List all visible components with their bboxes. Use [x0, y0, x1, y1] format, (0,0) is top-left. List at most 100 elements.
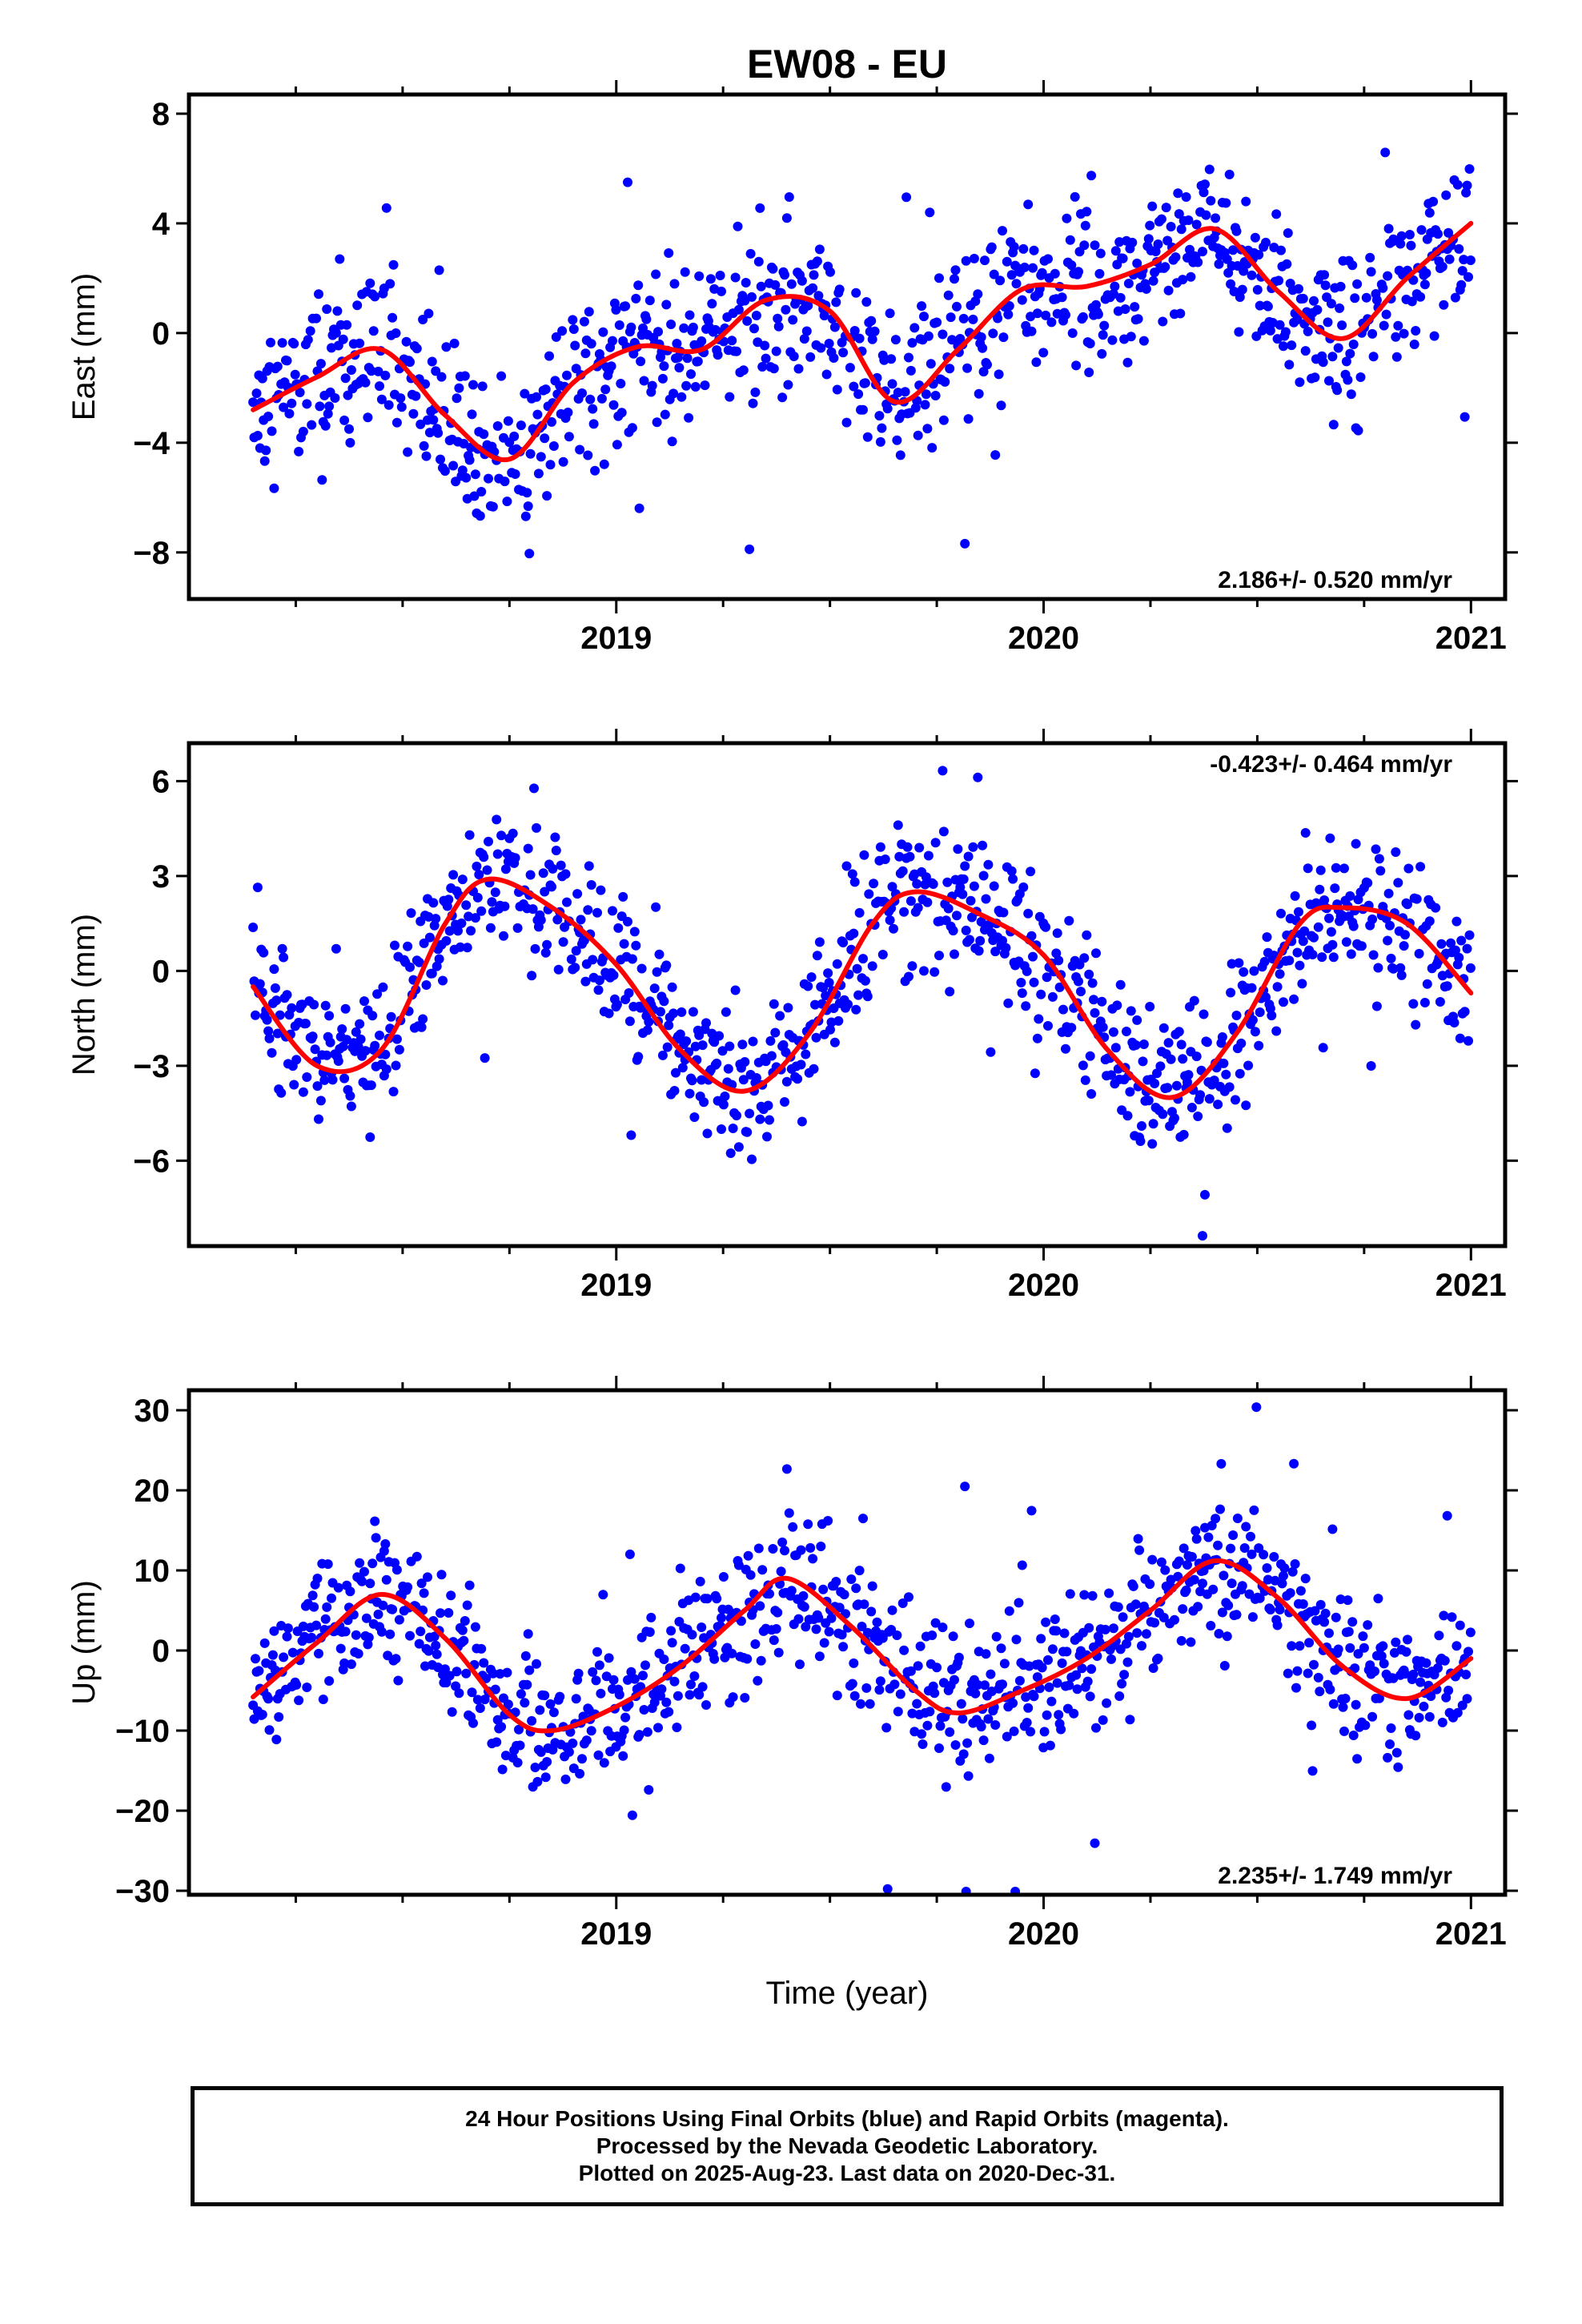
x-tick-label: 2019: [580, 1268, 652, 1303]
data-point: [1199, 1566, 1209, 1576]
data-point: [984, 1753, 994, 1763]
x-tick-label: 2020: [1008, 621, 1079, 656]
data-point: [378, 982, 388, 992]
data-point: [1186, 1637, 1196, 1647]
data-point: [1065, 235, 1075, 245]
data-point: [869, 879, 879, 889]
data-point: [1022, 966, 1032, 976]
data-point: [1231, 1095, 1240, 1105]
data-point: [536, 915, 546, 925]
data-point: [291, 1679, 302, 1690]
data-point: [1411, 1731, 1421, 1741]
data-point: [974, 946, 984, 956]
data-point: [687, 1076, 697, 1086]
data-point: [1328, 1699, 1339, 1709]
data-point: [1249, 966, 1259, 976]
data-point: [584, 861, 594, 871]
data-point: [1247, 1015, 1258, 1025]
data-point: [487, 897, 497, 907]
data-point: [636, 963, 647, 974]
data-point: [1371, 295, 1382, 305]
data-point: [1052, 1678, 1062, 1688]
data-point: [960, 861, 970, 871]
data-point: [1285, 1588, 1295, 1598]
data-point: [1262, 932, 1272, 943]
data-point: [1462, 943, 1472, 954]
data-point: [1381, 309, 1391, 320]
y-tick-label: 30: [135, 1393, 171, 1429]
data-point: [853, 389, 864, 400]
data-point: [978, 343, 988, 353]
data-point: [331, 943, 341, 954]
data-point: [515, 1740, 525, 1751]
data-point: [522, 1679, 532, 1690]
data-point: [960, 1482, 970, 1492]
data-point: [824, 339, 834, 348]
data-point: [701, 1018, 711, 1028]
data-point: [311, 313, 321, 324]
data-point: [1039, 1727, 1050, 1737]
data-point: [551, 846, 561, 855]
data-point: [1320, 280, 1331, 291]
data-point: [1297, 979, 1307, 989]
data-point: [934, 951, 944, 961]
data-point: [1303, 326, 1313, 336]
data-point: [252, 883, 263, 893]
data-point: [339, 415, 350, 425]
data-point: [1016, 978, 1026, 987]
data-point: [690, 1592, 701, 1602]
data-point: [1183, 1070, 1194, 1080]
data-point: [989, 269, 999, 279]
data-point: [459, 1635, 469, 1646]
data-point: [562, 897, 572, 907]
data-point: [1408, 999, 1419, 1009]
data-point: [1452, 1641, 1462, 1651]
data-point: [749, 324, 759, 334]
data-point: [257, 1710, 267, 1719]
data-point: [1127, 237, 1138, 247]
data-point: [344, 424, 354, 434]
data-point: [1259, 1550, 1269, 1560]
data-point: [1340, 1694, 1351, 1703]
data-point: [1415, 1677, 1426, 1687]
data-point: [793, 1614, 804, 1624]
data-point: [452, 1667, 462, 1677]
data-point: [1393, 1762, 1403, 1772]
data-point: [282, 990, 292, 1000]
data-point: [1460, 412, 1470, 422]
data-point: [335, 254, 345, 264]
data-point: [371, 1533, 381, 1543]
data-point: [875, 436, 885, 447]
data-point: [986, 1047, 996, 1057]
data-point: [277, 943, 287, 954]
data-point: [1383, 271, 1393, 281]
data-point: [502, 497, 512, 507]
data-point: [846, 1574, 857, 1584]
data-point: [1391, 1747, 1402, 1758]
data-point: [343, 390, 353, 400]
data-point: [1219, 1058, 1229, 1068]
rate-label: 2.235+/- 1.749 mm/yr: [1218, 1863, 1452, 1889]
data-point: [514, 1724, 524, 1735]
data-point: [938, 766, 948, 776]
data-point: [847, 1679, 857, 1689]
data-point: [1086, 171, 1097, 181]
data-point: [980, 255, 990, 266]
data-point: [542, 939, 552, 950]
data-point: [905, 1666, 916, 1676]
data-point: [370, 292, 380, 302]
data-point: [925, 207, 935, 218]
data-point: [1235, 292, 1245, 302]
data-point: [1303, 863, 1313, 874]
data-point: [277, 338, 287, 348]
data-point: [1026, 931, 1037, 941]
data-point: [1331, 862, 1341, 873]
data-point: [1226, 987, 1236, 998]
data-point: [416, 1022, 427, 1032]
plot-area: [248, 1402, 1476, 1895]
data-point: [1331, 1612, 1341, 1622]
data-point: [419, 938, 429, 948]
data-point: [1247, 1612, 1258, 1622]
data-point: [1247, 1549, 1257, 1559]
data-point: [573, 1668, 584, 1679]
